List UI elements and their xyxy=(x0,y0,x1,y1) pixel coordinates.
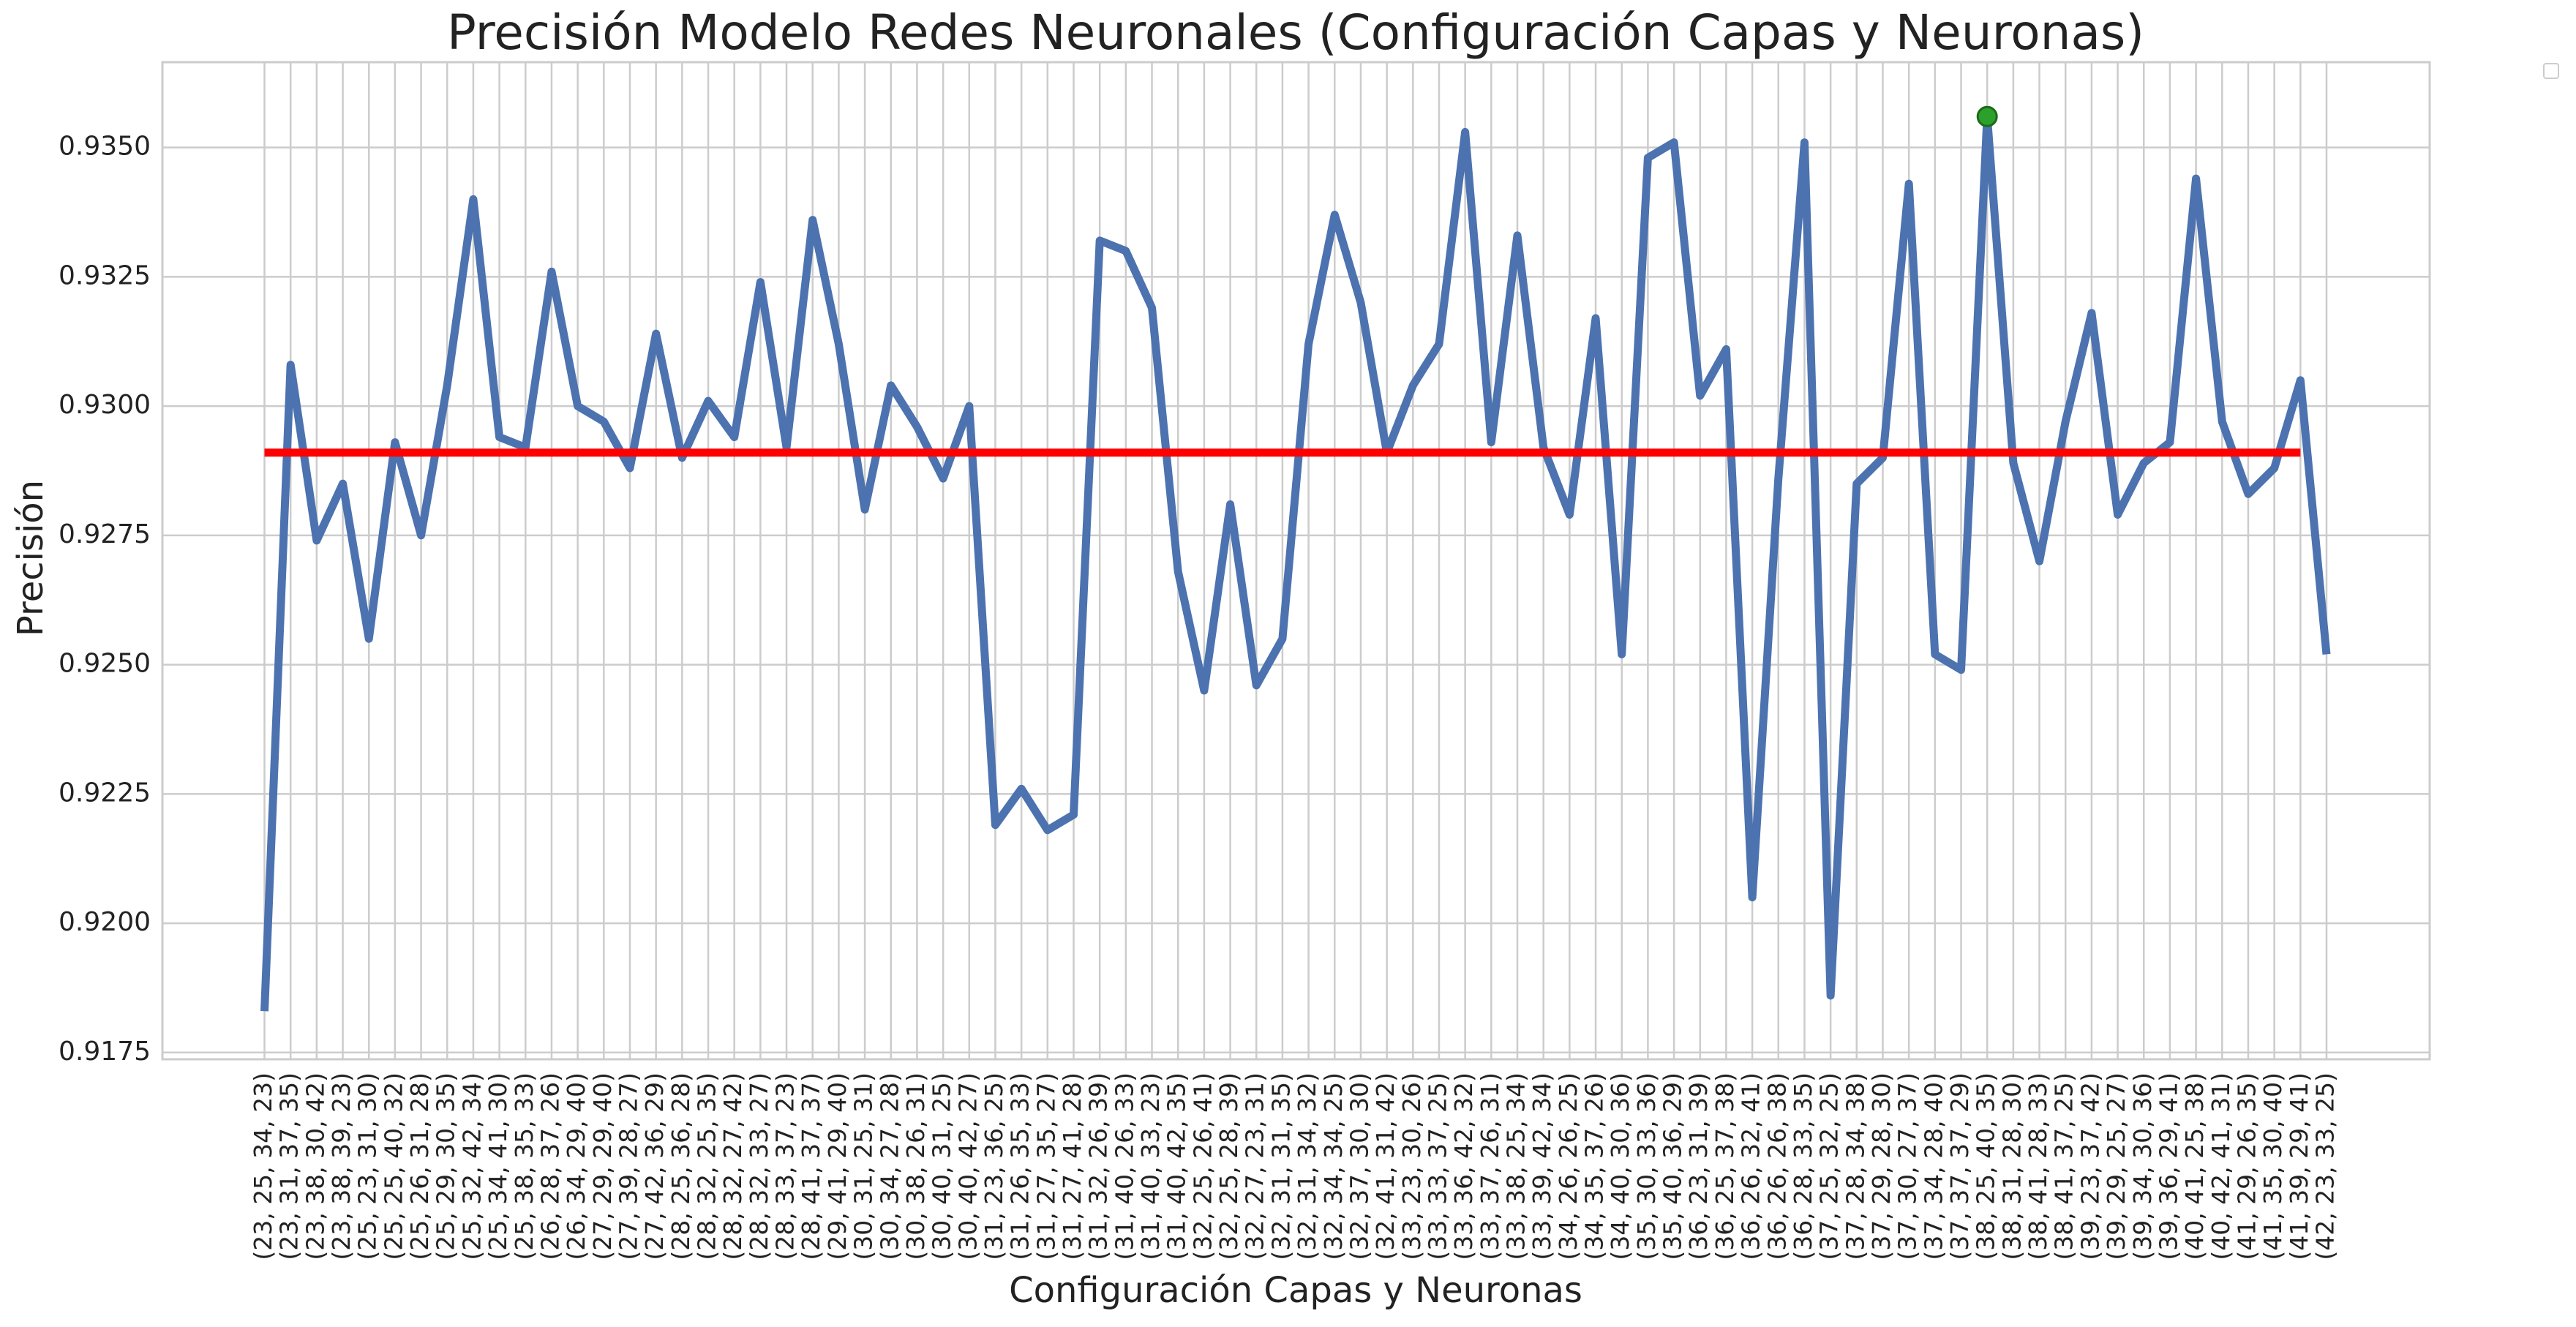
x-tick-label: (30, 31, 25, 31) xyxy=(849,1072,878,1260)
point xyxy=(1976,105,1998,127)
x-tick-label: (31, 27, 41, 28) xyxy=(1058,1072,1086,1260)
x-tick-label: (33, 37, 26, 31) xyxy=(1476,1072,1504,1260)
x-tick-label: (32, 37, 30, 30) xyxy=(1345,1072,1373,1260)
x-tick-label: (32, 25, 26, 41) xyxy=(1188,1072,1217,1260)
x-tick-label: (31, 26, 35, 33) xyxy=(1006,1072,1034,1260)
x-tick-label: (36, 23, 31, 39) xyxy=(1684,1072,1713,1260)
x-tick-label: (32, 41, 31, 42) xyxy=(1371,1072,1400,1260)
x-tick-label: (28, 41, 37, 37) xyxy=(797,1072,825,1260)
x-tick-label: (37, 30, 27, 37) xyxy=(1893,1072,1922,1260)
x-tick-label: (31, 27, 35, 27) xyxy=(1032,1072,1060,1260)
x-tick-label: (32, 25, 28, 39) xyxy=(1214,1072,1243,1260)
x-tick-label: (41, 39, 29, 41) xyxy=(2285,1072,2313,1260)
y-tick-label: 0.9350 xyxy=(59,132,151,162)
x-tick-label: (25, 34, 41, 30) xyxy=(484,1072,512,1260)
x-tick-label: (25, 23, 31, 30) xyxy=(353,1072,382,1260)
x-tick-label: (28, 32, 27, 42) xyxy=(718,1072,747,1260)
x-tick-label: (26, 34, 29, 40) xyxy=(562,1072,590,1260)
x-tick-label: (30, 38, 26, 31) xyxy=(901,1072,930,1260)
x-tick-label: (28, 32, 33, 27) xyxy=(745,1072,773,1260)
x-tick-label: (23, 38, 30, 42) xyxy=(301,1072,329,1260)
x-tick-label: (30, 34, 27, 28) xyxy=(875,1072,904,1260)
x-tick-label: (27, 39, 28, 27) xyxy=(614,1072,642,1260)
x-tick-label: (33, 33, 37, 25) xyxy=(1423,1072,1452,1260)
x-tick-label: (25, 26, 31, 28) xyxy=(405,1072,434,1260)
x-tick-label: (40, 41, 25, 38) xyxy=(2180,1072,2209,1260)
x-tick-label: (35, 30, 33, 36) xyxy=(1632,1072,1661,1260)
x-tick-label: (39, 29, 25, 27) xyxy=(2102,1072,2130,1260)
x-tick-label: (38, 25, 40, 35) xyxy=(1972,1072,2000,1260)
x-tick-label: (37, 29, 28, 30) xyxy=(1867,1072,1896,1260)
x-tick-label: (36, 26, 32, 41) xyxy=(1737,1072,1765,1260)
x-tick-label: (30, 40, 31, 25) xyxy=(928,1072,956,1260)
x-tick-label: (40, 42, 41, 31) xyxy=(2207,1072,2235,1260)
x-tick-label: (34, 26, 26, 25) xyxy=(1554,1072,1582,1260)
x-tick-label: (31, 40, 42, 35) xyxy=(1163,1072,1191,1260)
y-tick-label: 0.9300 xyxy=(59,390,151,420)
x-tick-label: (27, 29, 29, 40) xyxy=(588,1072,617,1260)
y-tick-label: 0.9325 xyxy=(59,260,151,290)
x-tick-label: (25, 38, 35, 33) xyxy=(510,1072,538,1260)
x-tick-label: (25, 25, 40, 32) xyxy=(379,1072,408,1260)
x-tick-label: (37, 25, 32, 25) xyxy=(1815,1072,1844,1260)
x-tick-label: (31, 23, 36, 25) xyxy=(980,1072,1008,1260)
x-tick-label: (38, 41, 28, 33) xyxy=(2024,1072,2052,1260)
x-tick-label: (35, 40, 36, 29) xyxy=(1659,1072,1687,1260)
x-tick-label: (38, 31, 28, 30) xyxy=(1997,1072,2026,1260)
x-tick-label: (28, 32, 25, 35) xyxy=(693,1072,721,1260)
x-tick-label: (23, 38, 39, 23) xyxy=(327,1072,356,1260)
line xyxy=(260,112,2331,1012)
x-tick-label: (36, 28, 33, 35) xyxy=(1789,1072,1817,1260)
x-tick-label: (36, 26, 26, 38) xyxy=(1762,1072,1791,1260)
x-tick-label: (28, 33, 37, 23) xyxy=(771,1072,800,1260)
x-tick-label: (33, 39, 42, 34) xyxy=(1528,1072,1556,1260)
x-tick-label: (25, 32, 42, 34) xyxy=(457,1072,486,1260)
x-axis-label: Configuración Capas y Neuronas xyxy=(1009,1270,1582,1311)
y-tick-label: 0.9250 xyxy=(59,649,151,679)
chart-title: Precisión Modelo Redes Neuronales (Confi… xyxy=(447,4,2144,61)
x-tick-label: (32, 27, 23, 31) xyxy=(1241,1072,1269,1260)
x-tick-label: (41, 35, 30, 40) xyxy=(2258,1072,2287,1260)
y-tick-label: 0.9175 xyxy=(59,1037,151,1067)
x-tick-label: (41, 29, 26, 35) xyxy=(2232,1072,2261,1260)
x-tick-label: (34, 35, 37, 26) xyxy=(1580,1072,1609,1260)
x-tick-label: (27, 42, 36, 29) xyxy=(640,1072,669,1260)
x-tick-label: (39, 36, 29, 41) xyxy=(2154,1072,2182,1260)
x-tick-label: (32, 34, 34, 25) xyxy=(1319,1072,1348,1260)
x-tick-label: (33, 38, 25, 34) xyxy=(1502,1072,1531,1260)
x-tick-label: (38, 41, 37, 25) xyxy=(2050,1072,2079,1260)
x-tick-label: (32, 31, 34, 32) xyxy=(1293,1072,1321,1260)
x-tick-label: (33, 23, 30, 26) xyxy=(1397,1072,1426,1260)
x-tick-label: (28, 25, 36, 28) xyxy=(666,1072,695,1260)
legend-box xyxy=(2543,63,2559,79)
x-tick-label: (23, 31, 37, 35) xyxy=(275,1072,304,1260)
x-tick-label: (23, 25, 34, 23) xyxy=(249,1072,277,1260)
x-tick-label: (39, 34, 30, 36) xyxy=(2128,1072,2157,1260)
x-tick-label: (29, 41, 29, 40) xyxy=(823,1072,852,1260)
y-tick-label: 0.9275 xyxy=(59,519,151,549)
x-tick-label: (39, 23, 37, 42) xyxy=(2076,1072,2104,1260)
x-tick-label: (26, 28, 37, 26) xyxy=(536,1072,564,1260)
x-tick-label: (36, 25, 37, 38) xyxy=(1711,1072,1739,1260)
x-tick-label: (32, 31, 31, 35) xyxy=(1266,1072,1295,1260)
x-tick-label: (37, 34, 28, 40) xyxy=(1919,1072,1948,1260)
x-tick-label: (42, 23, 33, 25) xyxy=(2311,1072,2340,1260)
y-tick-label: 0.9225 xyxy=(59,778,151,808)
x-tick-label: (33, 36, 42, 32) xyxy=(1449,1072,1478,1260)
x-tick-label: (30, 40, 42, 27) xyxy=(953,1072,982,1260)
x-tick-label: (31, 40, 33, 23) xyxy=(1136,1072,1165,1260)
plot-area xyxy=(161,61,2431,1061)
y-axis-label: Precisión xyxy=(10,480,51,636)
x-tick-label: (25, 29, 30, 35) xyxy=(432,1072,460,1260)
x-tick-label: (31, 40, 26, 33) xyxy=(1110,1072,1138,1260)
x-tick-label: (37, 28, 34, 38) xyxy=(1841,1072,1869,1260)
x-tick-label: (37, 37, 37, 29) xyxy=(1945,1072,1974,1260)
x-tick-label: (34, 40, 30, 36) xyxy=(1606,1072,1634,1260)
y-tick-label: 0.9200 xyxy=(59,907,151,937)
x-tick-label: (31, 32, 26, 39) xyxy=(1084,1072,1113,1260)
